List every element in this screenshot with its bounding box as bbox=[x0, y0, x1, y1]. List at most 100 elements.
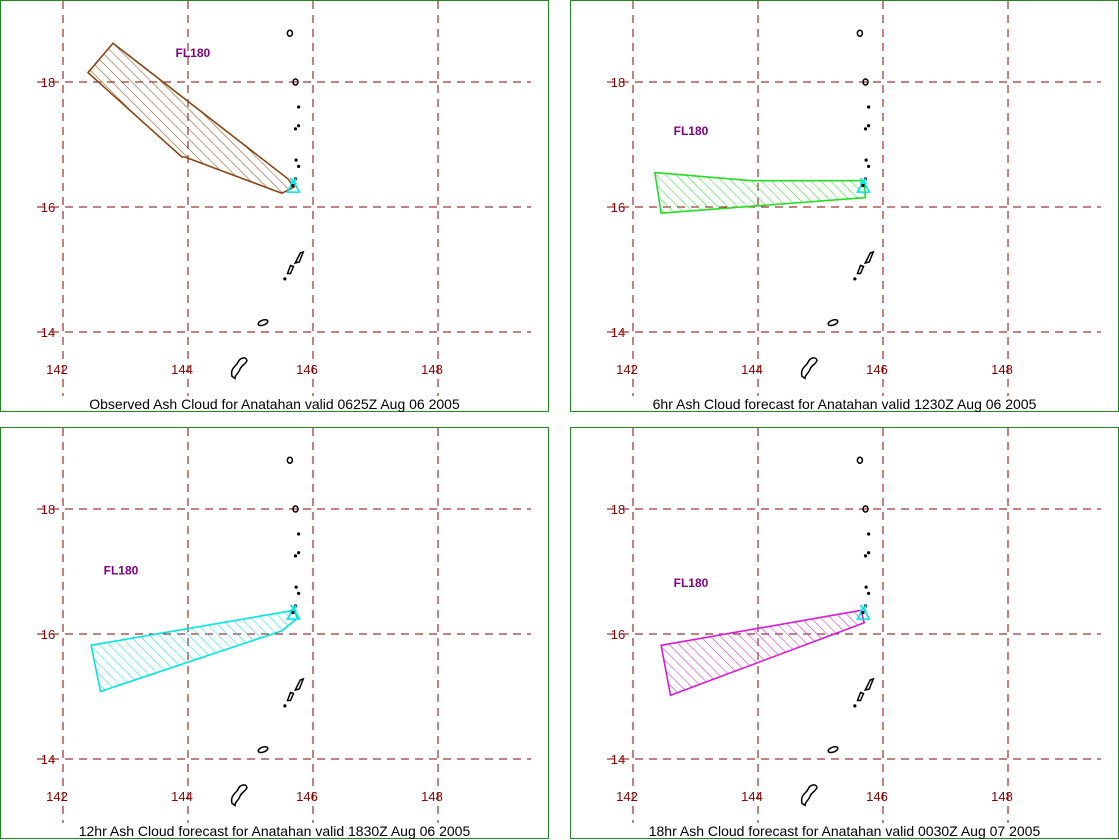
volcano-triangle-icon bbox=[856, 179, 871, 193]
island-icon bbox=[856, 456, 864, 464]
island-icon bbox=[867, 551, 871, 555]
lon-tick-label: 144 bbox=[741, 789, 763, 804]
island-icon bbox=[856, 29, 864, 37]
island-icon bbox=[867, 105, 871, 109]
island-icon bbox=[827, 745, 839, 754]
lon-tick-label: 142 bbox=[616, 362, 638, 377]
panel-caption: Observed Ash Cloud for Anatahan valid 06… bbox=[89, 396, 460, 412]
flight-level-label: FL180 bbox=[176, 46, 211, 60]
island-icon bbox=[283, 704, 287, 708]
island-icon bbox=[862, 78, 869, 86]
volcano-triangle-icon bbox=[856, 606, 871, 620]
panel-caption: 6hr Ash Cloud forecast for Anatahan vali… bbox=[652, 396, 1037, 412]
island-icon bbox=[297, 124, 301, 128]
island-icon bbox=[867, 532, 871, 536]
lon-tick-label: 144 bbox=[171, 789, 193, 804]
lon-tick-label: 146 bbox=[866, 789, 888, 804]
island-icon bbox=[294, 158, 298, 162]
island-icon bbox=[283, 277, 287, 281]
lat-tick-label: 16 bbox=[41, 200, 55, 215]
island-icon bbox=[856, 691, 865, 702]
lon-tick-label: 148 bbox=[991, 362, 1013, 377]
island-icon bbox=[297, 164, 301, 168]
island-icon bbox=[297, 532, 301, 536]
island-icon bbox=[292, 505, 299, 513]
island-icon bbox=[297, 551, 301, 555]
island-icon bbox=[286, 264, 295, 275]
lon-tick-label: 148 bbox=[991, 789, 1013, 804]
lat-tick-label: 14 bbox=[41, 325, 55, 340]
island-icon bbox=[867, 591, 871, 595]
lat-tick-label: 18 bbox=[41, 75, 55, 90]
flight-level-label: FL180 bbox=[674, 124, 709, 138]
ash-map-panel-6hr: 142 144 146 148 14 16 18 FL180 6hr Ash Cloud fo… bbox=[570, 0, 1119, 412]
island-icon bbox=[864, 158, 868, 162]
island-icon bbox=[293, 127, 298, 131]
lon-tick-label: 146 bbox=[296, 789, 318, 804]
island-icon bbox=[286, 691, 295, 702]
ash-cloud-polygon bbox=[90, 609, 299, 693]
flight-level-label: FL180 bbox=[674, 576, 709, 590]
island-icon bbox=[864, 585, 868, 589]
lat-tick-label: 16 bbox=[611, 627, 625, 642]
lon-tick-label: 148 bbox=[421, 362, 443, 377]
island-icon bbox=[294, 585, 298, 589]
ash-map-panel-12hr: 142 144 146 148 14 16 18 FL180 12hr Ash Cloud f… bbox=[0, 427, 549, 839]
ash-map-panel-18hr: 142 144 146 148 14 16 18 FL180 18hr Ash Cloud f… bbox=[570, 427, 1119, 839]
island-icon bbox=[297, 591, 301, 595]
island-icon bbox=[293, 554, 298, 558]
island-icon bbox=[863, 677, 875, 692]
flight-level-label: FL180 bbox=[104, 564, 139, 578]
panel-caption: 18hr Ash Cloud forecast for Anatahan val… bbox=[648, 823, 1041, 839]
lat-tick-label: 14 bbox=[611, 752, 625, 767]
lat-tick-label: 14 bbox=[611, 325, 625, 340]
island-icon bbox=[286, 29, 294, 37]
panel-caption: 12hr Ash Cloud forecast for Anatahan val… bbox=[78, 823, 471, 839]
island-icon bbox=[293, 677, 305, 692]
lon-tick-label: 142 bbox=[616, 789, 638, 804]
lat-tick-label: 16 bbox=[41, 627, 55, 642]
lon-tick-label: 144 bbox=[741, 362, 763, 377]
island-guam-icon bbox=[800, 784, 818, 807]
island-icon bbox=[257, 318, 269, 327]
island-icon bbox=[867, 124, 871, 128]
ash-cloud-polygon bbox=[660, 609, 866, 697]
lat-tick-label: 18 bbox=[611, 502, 625, 517]
volcano-dot-icon bbox=[861, 184, 865, 188]
lon-tick-label: 142 bbox=[46, 362, 68, 377]
island-icon bbox=[297, 105, 301, 109]
lat-tick-label: 18 bbox=[41, 502, 55, 517]
island-icon bbox=[856, 264, 865, 275]
volcano-dot-icon bbox=[861, 611, 865, 615]
island-guam-icon bbox=[800, 357, 818, 380]
ash-map-canvas: 142 144 146 148 14 16 18 FL180 bbox=[607, 428, 1101, 823]
island-icon bbox=[863, 127, 868, 131]
lat-tick-label: 18 bbox=[611, 75, 625, 90]
island-icon bbox=[853, 277, 857, 281]
volcano-star-icon bbox=[859, 604, 867, 612]
island-icon bbox=[286, 456, 294, 464]
island-icon bbox=[863, 554, 868, 558]
ash-cloud-polygon bbox=[653, 171, 867, 215]
lon-tick-label: 142 bbox=[46, 789, 68, 804]
lon-tick-label: 148 bbox=[421, 789, 443, 804]
lon-tick-label: 144 bbox=[171, 362, 193, 377]
lon-tick-label: 146 bbox=[296, 362, 318, 377]
ash-map-panel-observed: 142 144 146 148 14 16 18 FL180 Observed Ash Clo… bbox=[0, 0, 549, 412]
lon-tick-label: 146 bbox=[866, 362, 888, 377]
ash-map-canvas: 142 144 146 148 14 16 18 FL180 bbox=[37, 428, 531, 823]
island-icon bbox=[257, 745, 269, 754]
island-icon bbox=[863, 250, 875, 265]
volcano-star-icon bbox=[289, 177, 297, 185]
volcano-star-icon bbox=[859, 177, 867, 185]
volcano-dot-icon bbox=[291, 184, 295, 188]
lat-tick-label: 16 bbox=[611, 200, 625, 215]
ash-map-canvas: 142 144 146 148 14 16 18 FL180 bbox=[37, 1, 531, 396]
volcano-triangle-icon bbox=[286, 606, 301, 620]
island-icon bbox=[867, 164, 871, 168]
volcano-dot-icon bbox=[291, 611, 295, 615]
ash-map-canvas: 142 144 146 148 14 16 18 FL180 bbox=[607, 1, 1101, 396]
island-guam-icon bbox=[230, 357, 248, 380]
island-icon bbox=[853, 704, 857, 708]
volcano-star-icon bbox=[289, 604, 297, 612]
